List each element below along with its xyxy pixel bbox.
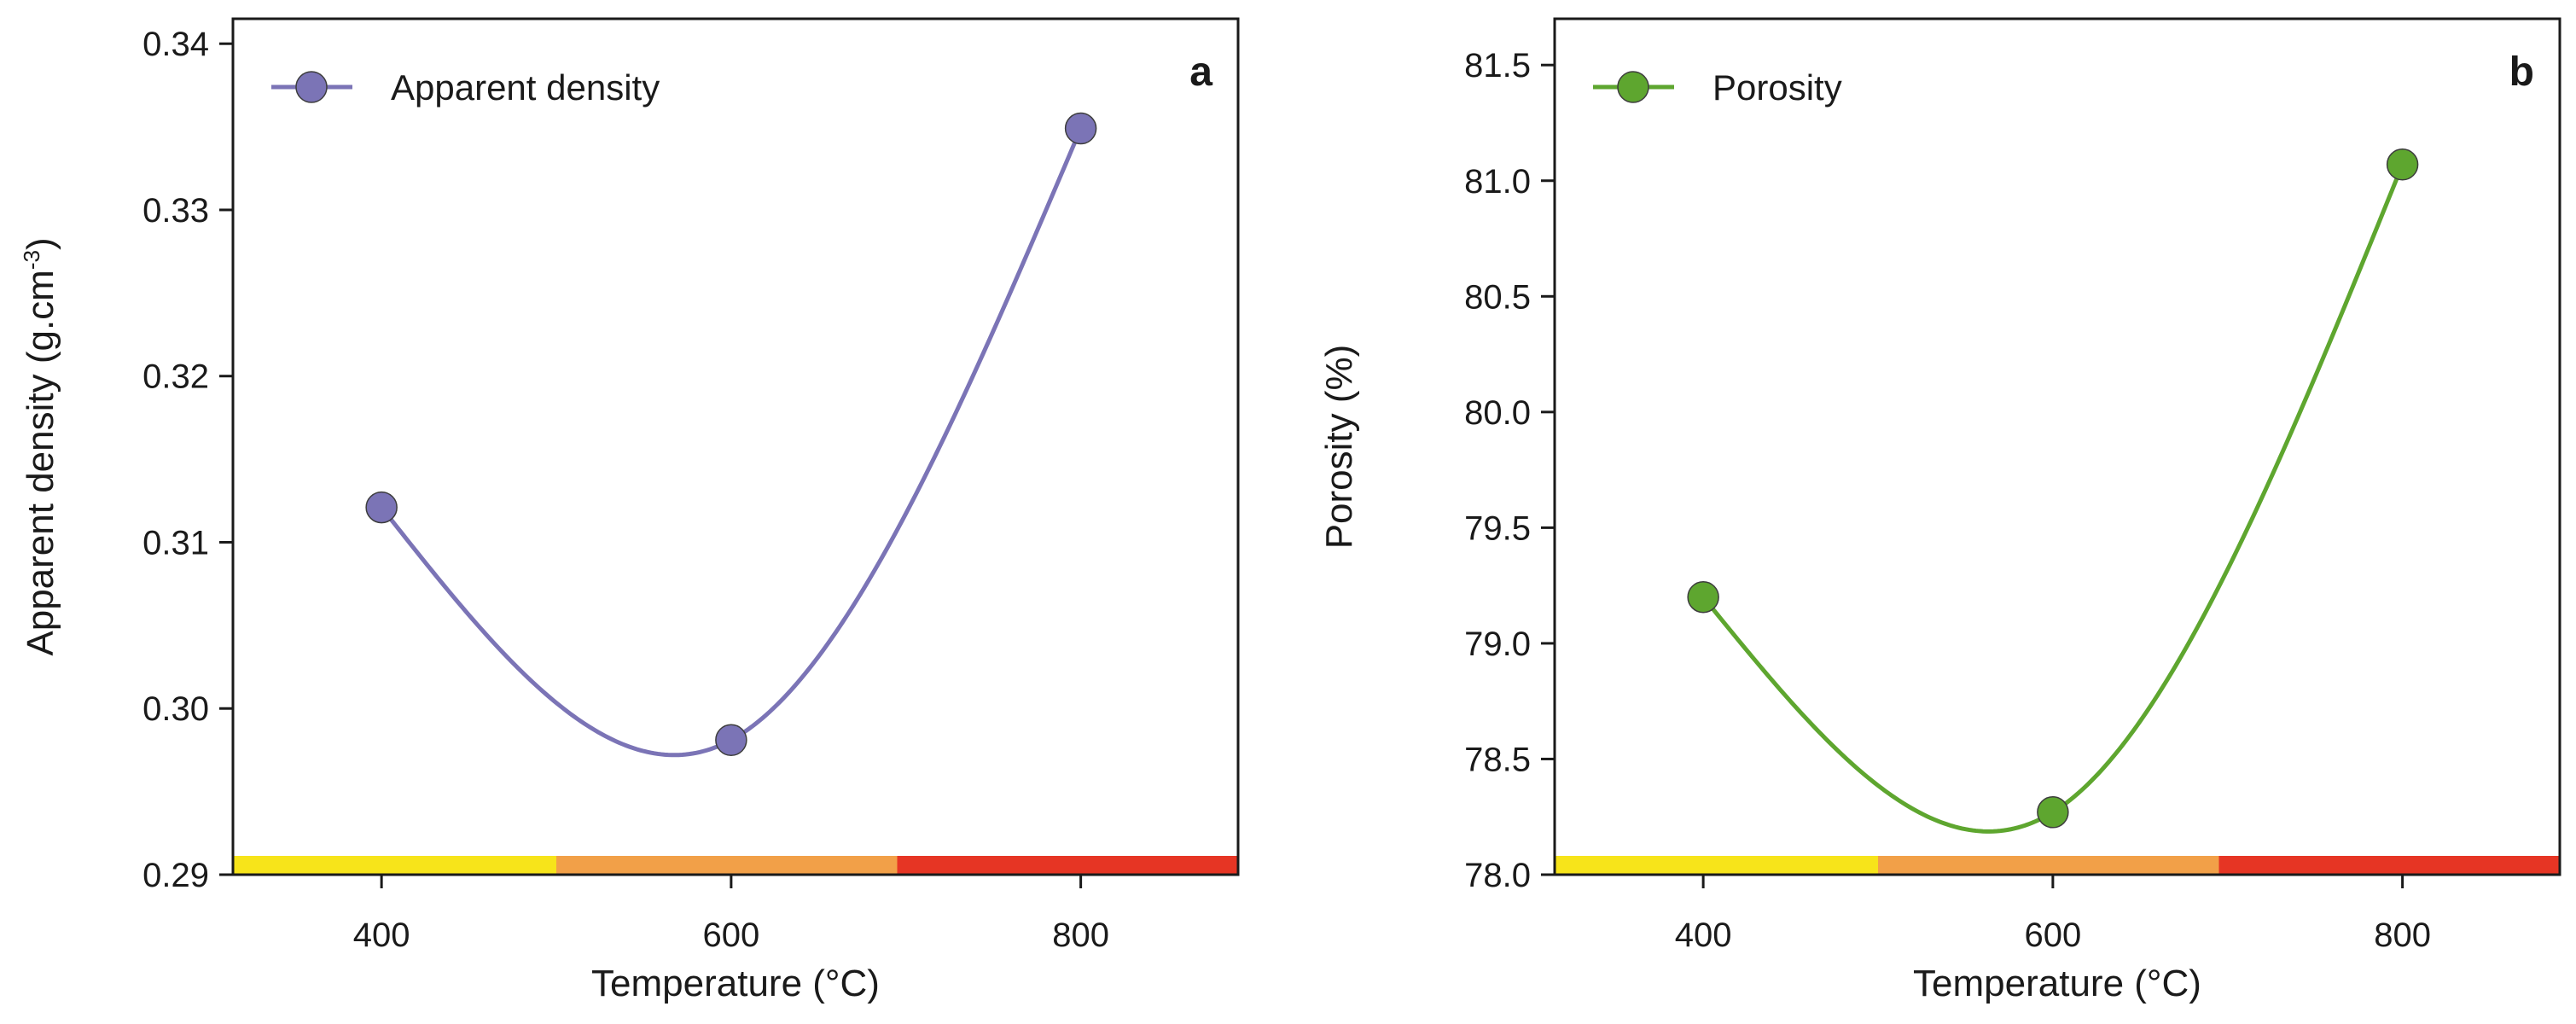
y-axis-title: Apparent density (g.cm-3)	[19, 237, 61, 655]
panel-letter: b	[2509, 49, 2534, 95]
y-axis-title: Porosity (%)	[1318, 345, 1360, 550]
legend-label: Apparent density	[391, 67, 660, 108]
y-tick-label: 0.30	[142, 690, 209, 728]
y-tick-label: 81.0	[1464, 163, 1531, 201]
y-axis-title-close: )	[20, 237, 61, 250]
x-tick-label: 400	[353, 916, 410, 954]
temperature-band-2	[556, 856, 898, 875]
series-line-b	[1701, 163, 2404, 834]
legend-label: Porosity	[1712, 67, 1842, 108]
y-tick-label: 0.29	[142, 857, 209, 894]
x-tick-label: 400	[1675, 916, 1732, 954]
y-tick-label: 0.32	[142, 358, 209, 396]
y-tick-label: 80.0	[1464, 394, 1531, 432]
plot-frame	[231, 17, 1240, 876]
panel-letter: a	[1189, 49, 1212, 95]
y-axis-title-text: Apparent density (g.cm	[20, 270, 61, 655]
temperature-band-1	[233, 856, 557, 875]
temperature-band-3	[2218, 856, 2560, 875]
x-tick-label: 800	[1052, 916, 1109, 954]
data-point-800	[2386, 148, 2419, 181]
y-tick-label: 0.34	[142, 26, 209, 63]
y-tick-label: 79.5	[1464, 509, 1531, 547]
y-tick-label: 80.5	[1464, 278, 1531, 316]
temperature-band-1	[1555, 856, 1879, 875]
data-point-400	[1687, 580, 1719, 614]
data-point-800	[1064, 112, 1097, 145]
data-point-600	[2037, 796, 2069, 829]
series-line-a	[380, 127, 1083, 758]
x-tick-label: 600	[2025, 916, 2082, 954]
y-axis-title-text: Porosity (%)	[1318, 345, 1360, 550]
y-tick-label: 0.33	[142, 192, 209, 230]
legend-marker	[1617, 71, 1649, 103]
x-tick-label: 800	[2374, 916, 2431, 954]
chart-panel-b: 78.0 78.5 79.0 79.5 80.0 80.5 81.0 81.5 400 600 80…	[1318, 17, 2561, 1004]
temperature-band-2	[1878, 856, 2219, 875]
temperature-band-3	[897, 856, 1238, 875]
y-axis-title-superscript: -3	[19, 250, 44, 270]
chart-panel-a: 0.29 0.30 0.31 0.32 0.33 0.34 400 600 800 Tempera…	[19, 17, 1240, 1004]
y-tick-label: 78.0	[1464, 857, 1531, 894]
x-tick-label: 600	[703, 916, 760, 954]
y-tick-label: 81.5	[1464, 47, 1531, 84]
plot-frame	[1553, 17, 2561, 876]
x-axis-title: Temperature (°C)	[591, 963, 880, 1004]
data-point-600	[715, 724, 747, 756]
data-point-400	[365, 491, 398, 524]
x-axis-title: Temperature (°C)	[1913, 963, 2201, 1004]
y-tick-label: 78.5	[1464, 741, 1531, 778]
y-tick-label: 79.0	[1464, 625, 1531, 663]
y-tick-label: 0.31	[142, 524, 209, 561]
legend-marker	[295, 71, 328, 103]
